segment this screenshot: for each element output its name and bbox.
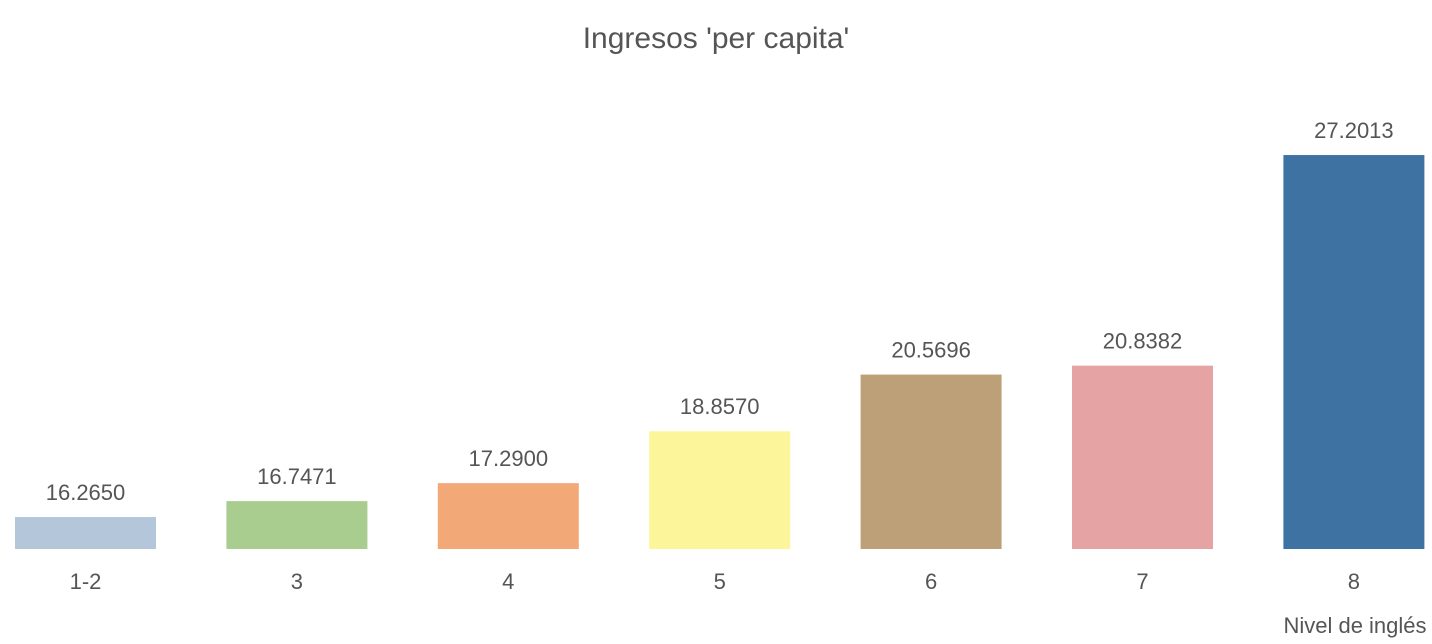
data-label: 20.5696 [891,337,971,362]
x-tick-label: 8 [1348,569,1360,594]
x-tick-label: 7 [1136,569,1148,594]
bar [226,501,368,549]
chart-title: Ingresos 'per capita' [583,22,850,55]
data-label: 20.8382 [1103,328,1183,353]
data-label: 17.2900 [469,446,549,471]
bar [860,374,1002,549]
data-label: 18.8570 [680,394,760,419]
x-tick-label: 5 [714,569,726,594]
data-label: 27.2013 [1314,118,1394,143]
x-tick-label: 1-2 [70,569,102,594]
data-label: 16.7471 [257,464,337,489]
data-label: 16.2650 [46,480,126,505]
bar [15,517,156,549]
x-axis-label: Nivel de inglés [1283,613,1426,638]
bar [1072,365,1213,549]
x-tick-label: 6 [925,569,937,594]
x-tick-label: 3 [291,569,303,594]
x-tick-label: 4 [502,569,514,594]
bar [1283,155,1425,550]
bar [437,483,579,549]
bar [649,431,791,549]
